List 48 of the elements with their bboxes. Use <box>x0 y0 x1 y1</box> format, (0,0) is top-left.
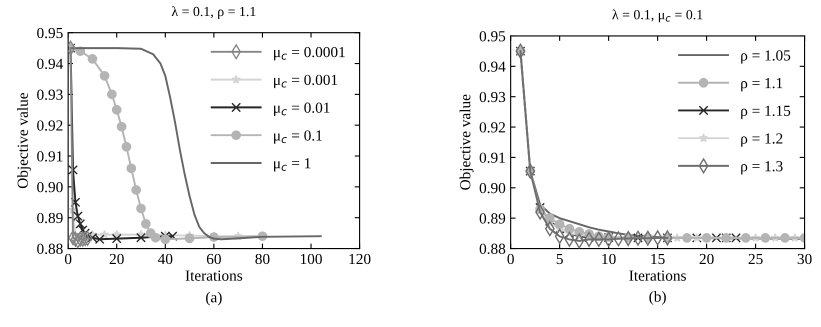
y-tick-label: 0.89 <box>37 212 63 224</box>
chart-title: λ = 0.1, ρ = 1.1 <box>172 6 256 19</box>
x-tick-label: 100 <box>300 254 322 264</box>
y-tick-label: 0.95 <box>37 28 63 38</box>
y-tick-label: 0.89 <box>480 213 506 224</box>
legend-label: ρ = 1.05 <box>741 50 790 64</box>
legend-label: μ$_{c}$ = 0.01 <box>274 102 330 116</box>
legend-label: μ$_{c}$ = 1 <box>274 158 310 172</box>
legend-label: μ$_{c}$ = 0.1 <box>274 130 322 144</box>
legend-label: ρ = 1.3 <box>741 161 783 174</box>
y-tick-label: 0.88 <box>480 244 506 254</box>
chart-title: λ = 0.1, μ$_{c}$ = 0.1 <box>612 9 702 22</box>
y-tick-label: 0.91 <box>37 151 62 162</box>
x-tick-label: 5 <box>556 254 563 264</box>
x-tick-label: 30 <box>798 254 812 264</box>
y-tick-label: 0.91 <box>480 152 505 163</box>
x-tick-label: 20 <box>700 254 714 264</box>
legend-label: μ$_{c}$ = 0.001 <box>274 74 338 88</box>
y-tick-label: 0.93 <box>480 92 506 102</box>
y-tick-label: 0.95 <box>480 31 506 42</box>
text: (a) <box>206 292 222 306</box>
y-tick-label: 0.94 <box>480 61 506 72</box>
x-tick-label: 80 <box>255 254 270 264</box>
x-tick-label: 20 <box>110 254 124 264</box>
x-tick-label: 40 <box>158 254 172 264</box>
x-tick-label: 15 <box>651 254 665 264</box>
y-tick-label: 0.88 <box>37 244 63 254</box>
y-tick-label: 0.93 <box>37 90 63 100</box>
y-tick-label: 0.90 <box>37 182 63 192</box>
legend-label: ρ = 1.1 <box>741 78 782 92</box>
x-axis-title: Iterations <box>186 270 242 281</box>
legend-label: ρ = 1.2 <box>741 133 782 147</box>
x-tick-label: 25 <box>748 254 763 264</box>
y-tick-label: 0.94 <box>37 58 64 70</box>
y-tick-label: 0.90 <box>480 182 506 194</box>
x-axis-title: Iterations <box>629 270 686 281</box>
x-tick-label: 120 <box>349 254 370 264</box>
x-tick-label: 0 <box>507 254 514 264</box>
y-axis-title: Objective value <box>17 92 31 188</box>
legend-label: μ$_{c}$ = 0.0001 <box>274 46 345 60</box>
text: (b) <box>649 291 666 305</box>
x-tick-label: 0 <box>64 254 72 264</box>
y-tick-label: 0.92 <box>37 120 62 131</box>
x-tick-label: 10 <box>602 254 616 264</box>
legend-label: ρ = 1.15 <box>741 106 790 120</box>
x-tick-label: 60 <box>206 254 221 264</box>
y-tick-label: 0.92 <box>480 122 505 133</box>
y-axis-title: Objective value <box>460 94 474 190</box>
